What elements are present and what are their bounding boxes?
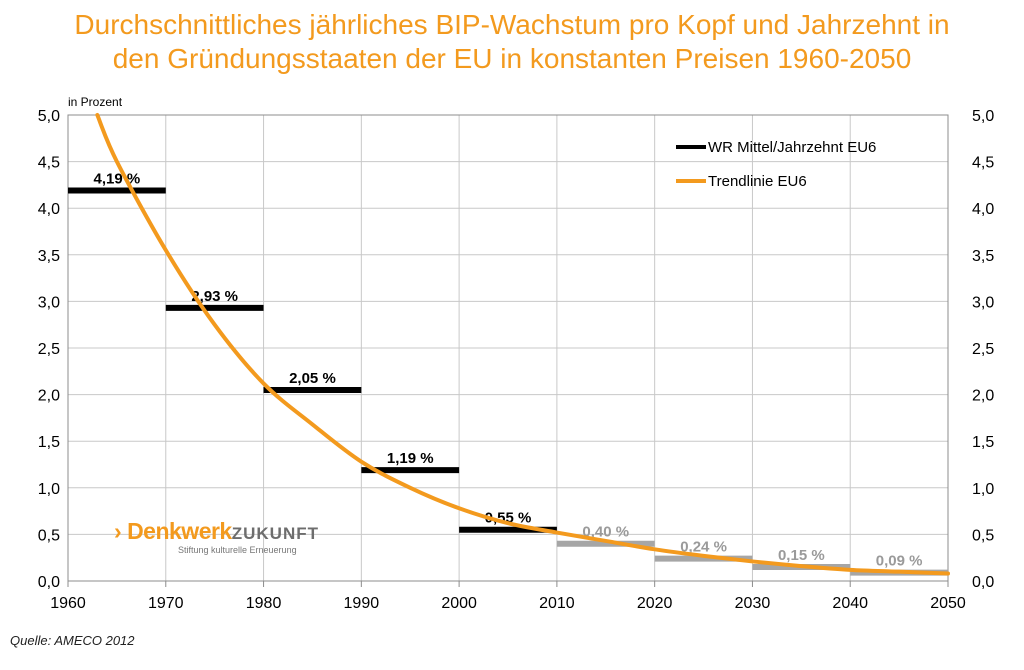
x-tick-label: 2030 bbox=[735, 595, 771, 612]
y-tick-right: 3,5 bbox=[972, 248, 994, 265]
y-tick-right: 4,0 bbox=[972, 201, 994, 218]
x-tick-label: 2050 bbox=[930, 595, 966, 612]
chart-title-line-2: den Gründungsstaaten der EU in konstante… bbox=[112, 43, 912, 74]
x-tick-label: 2020 bbox=[637, 595, 673, 612]
logo-chevron-icon: › bbox=[114, 518, 122, 544]
y-tick-left: 0,5 bbox=[38, 527, 60, 544]
y-axis-label: in Prozent bbox=[68, 95, 123, 109]
decade-averages: 4,19 % 2,93 % 2,05 % 1,19 % 0,55 % 0,40 % 0,24… bbox=[68, 170, 948, 576]
y-tick-right: 5,0 bbox=[972, 108, 994, 125]
decade-average-label: 4,19 % bbox=[94, 170, 141, 187]
y-tick-right: 2,5 bbox=[972, 341, 994, 358]
chart-title: Durchschnittliches jährliches BIP-Wachst… bbox=[0, 8, 1024, 76]
decade-average-label: 0,55 % bbox=[485, 510, 532, 527]
x-tick-label: 2000 bbox=[441, 595, 477, 612]
logo-brand-zukunft: ZUKUNFT bbox=[231, 524, 319, 543]
y-tick-left: 4,5 bbox=[38, 155, 60, 172]
y-tick-right: 0,5 bbox=[972, 527, 994, 544]
legend: WR Mittel/Jahrzehnt EU6 Trendlinie EU6 bbox=[676, 139, 876, 190]
decade-average-label: 0,40 % bbox=[582, 524, 629, 541]
x-tick-label: 1980 bbox=[246, 595, 282, 612]
decade-average-label: 0,24 % bbox=[680, 539, 727, 556]
y-tick-right: 2,0 bbox=[972, 388, 994, 405]
y-axis-left: 0,0 0,5 1,0 1,5 2,0 2,5 3,0 3,5 4,0 4,5 5,0 bbox=[38, 108, 60, 591]
x-tick-label: 1990 bbox=[344, 595, 380, 612]
logo-brand: Denkwerk bbox=[127, 518, 232, 544]
y-tick-left: 2,0 bbox=[38, 388, 60, 405]
logo-tagline: Stiftung kulturelle Erneuerung bbox=[178, 545, 297, 555]
y-tick-left: 5,0 bbox=[38, 108, 60, 125]
denkwerk-zukunft-logo: › DenkwerkZUKUNFT Stiftung kulturelle Er… bbox=[114, 518, 344, 558]
plot-border bbox=[67, 114, 949, 582]
decade-average-label: 1,19 % bbox=[387, 450, 434, 467]
x-axis: 1960 1970 1980 1990 2000 2010 2020 2030 2040 2050 bbox=[50, 581, 966, 612]
y-tick-left: 1,5 bbox=[38, 434, 60, 451]
chart-title-line-1: Durchschnittliches jährliches BIP-Wachst… bbox=[74, 9, 950, 40]
y-tick-right: 3,0 bbox=[972, 294, 994, 311]
y-tick-left: 1,0 bbox=[38, 481, 60, 498]
decade-average-label: 0,09 % bbox=[876, 553, 923, 570]
y-tick-right: 1,0 bbox=[972, 481, 994, 498]
legend-label-actual: WR Mittel/Jahrzehnt EU6 bbox=[708, 139, 876, 156]
x-tick-label: 2010 bbox=[539, 595, 575, 612]
y-tick-right: 1,5 bbox=[972, 434, 994, 451]
legend-label-trend: Trendlinie EU6 bbox=[708, 173, 807, 190]
y-tick-left: 2,5 bbox=[38, 341, 60, 358]
decade-average-label: 2,05 % bbox=[289, 370, 336, 387]
x-tick-label: 1970 bbox=[148, 595, 184, 612]
source-note: Quelle: AMECO 2012 bbox=[10, 633, 135, 648]
decade-average-label: 2,93 % bbox=[191, 288, 238, 305]
y-tick-left: 3,5 bbox=[38, 248, 60, 265]
y-tick-right: 4,5 bbox=[972, 155, 994, 172]
y-tick-right: 0,0 bbox=[972, 574, 994, 591]
decade-average-label: 0,15 % bbox=[778, 547, 825, 564]
y-tick-left: 0,0 bbox=[38, 574, 60, 591]
y-tick-left: 4,0 bbox=[38, 201, 60, 218]
trend-line bbox=[95, 113, 950, 576]
x-tick-label: 2040 bbox=[832, 595, 868, 612]
y-tick-left: 3,0 bbox=[38, 294, 60, 311]
y-axis-right: 0,0 0,5 1,0 1,5 2,0 2,5 3,0 3,5 4,0 4,5 5,0 bbox=[972, 108, 994, 591]
x-tick-label: 1960 bbox=[50, 595, 86, 612]
